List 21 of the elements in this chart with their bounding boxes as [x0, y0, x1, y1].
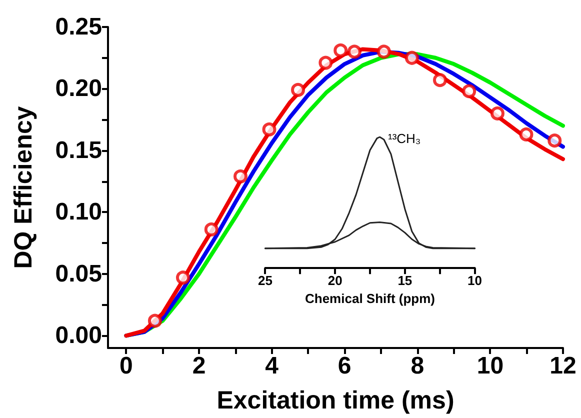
- x-axis-title: Chemical Shift (ppm): [304, 291, 436, 306]
- x-tick-label: 6: [338, 352, 352, 380]
- x-tick-label: 20: [328, 273, 342, 288]
- x-tick-label: 25: [258, 273, 272, 288]
- x-tick-label: 10: [468, 273, 482, 288]
- annotation: ¹³CH₃: [388, 131, 421, 146]
- x-tick-label: 10: [476, 352, 504, 380]
- x-tick-label: 15: [398, 273, 412, 288]
- y-tick-label: 0.00: [55, 322, 102, 350]
- x-tick-label: 4: [265, 352, 280, 380]
- x-tick-label: 2: [192, 352, 206, 380]
- x-tick-label: 0: [120, 352, 133, 380]
- y-tick-label: 0.20: [55, 75, 102, 102]
- y-axis-title: DQ Efficiency: [10, 106, 38, 269]
- y-tick-label: 0.15: [55, 136, 102, 164]
- y-tick-label: 0.10: [55, 198, 102, 226]
- y-tick-label: 0.05: [55, 260, 102, 288]
- x-tick-label: 12: [550, 352, 576, 380]
- x-tick-label: 8: [410, 352, 424, 380]
- y-tick-label: 0.25: [55, 14, 102, 40]
- x-axis-title: Excitation time (ms): [216, 386, 454, 414]
